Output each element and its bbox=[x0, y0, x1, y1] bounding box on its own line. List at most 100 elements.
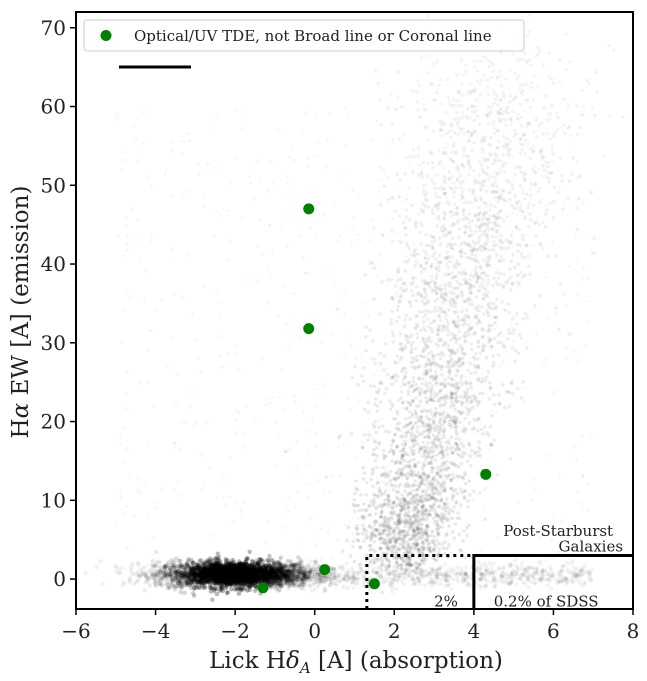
density-cell bbox=[238, 565, 244, 571]
density-cell bbox=[246, 578, 251, 583]
density-cell bbox=[419, 241, 424, 246]
density-cell bbox=[245, 583, 250, 588]
density-cell bbox=[525, 576, 530, 581]
density-cell bbox=[547, 51, 551, 55]
density-cell bbox=[290, 572, 296, 578]
density-cell bbox=[222, 580, 227, 585]
density-cell bbox=[158, 567, 163, 572]
density-cell bbox=[228, 568, 233, 573]
density-cell bbox=[227, 562, 233, 567]
density-cell bbox=[499, 234, 504, 238]
density-cell bbox=[401, 220, 406, 225]
density-cell bbox=[199, 571, 204, 576]
density-cell bbox=[224, 577, 229, 583]
density-cell bbox=[98, 558, 103, 564]
density-cell bbox=[527, 13, 532, 17]
density-cell bbox=[197, 558, 202, 564]
density-cell bbox=[465, 412, 470, 417]
density-cell bbox=[289, 570, 294, 575]
density-cell bbox=[150, 558, 155, 564]
density-cell bbox=[268, 571, 273, 575]
density-cell bbox=[234, 573, 239, 578]
density-cell bbox=[177, 558, 182, 563]
density-cell bbox=[197, 563, 202, 568]
density-cell bbox=[417, 579, 422, 583]
density-cell bbox=[128, 575, 133, 581]
density-cell bbox=[274, 573, 279, 578]
density-cell bbox=[446, 95, 450, 100]
density-cell bbox=[507, 311, 512, 315]
density-cell bbox=[492, 438, 497, 443]
density-cell bbox=[229, 571, 234, 576]
density-cell bbox=[510, 579, 515, 584]
density-cell bbox=[430, 539, 435, 543]
density-cell bbox=[249, 572, 255, 578]
density-cell bbox=[508, 457, 513, 461]
density-cell bbox=[458, 487, 463, 491]
density-cell bbox=[446, 265, 451, 270]
density-cell bbox=[281, 569, 287, 575]
density-cell bbox=[236, 563, 241, 568]
density-cell bbox=[286, 573, 291, 579]
density-cell bbox=[341, 584, 346, 590]
density-cell bbox=[217, 581, 222, 586]
density-cell bbox=[178, 585, 184, 590]
density-cell bbox=[405, 476, 409, 481]
density-cell bbox=[526, 567, 531, 572]
density-cell bbox=[456, 169, 461, 174]
density-cell bbox=[171, 565, 177, 570]
density-cell bbox=[378, 351, 383, 356]
density-cell bbox=[164, 573, 170, 578]
density-cell bbox=[343, 573, 348, 579]
density-cell bbox=[363, 408, 367, 412]
density-cell bbox=[143, 580, 149, 585]
density-cell bbox=[206, 568, 212, 573]
density-cell bbox=[374, 397, 378, 401]
density-cell bbox=[419, 567, 424, 572]
density-cell bbox=[282, 569, 287, 574]
density-cell bbox=[225, 570, 230, 576]
density-cell bbox=[567, 179, 572, 183]
density-cell bbox=[322, 585, 327, 590]
density-cell bbox=[225, 572, 230, 577]
density-cell bbox=[188, 580, 193, 585]
density-cell bbox=[244, 567, 250, 572]
density-cell bbox=[403, 489, 408, 494]
density-cell bbox=[355, 581, 360, 586]
density-cell bbox=[448, 290, 453, 295]
density-cell bbox=[445, 452, 450, 457]
density-cell bbox=[258, 572, 263, 577]
density-cell bbox=[411, 89, 415, 93]
density-cell bbox=[217, 575, 223, 580]
density-cell bbox=[224, 580, 229, 585]
density-cell bbox=[149, 567, 154, 572]
density-cell bbox=[354, 486, 358, 491]
density-cell bbox=[472, 65, 477, 69]
density-cell bbox=[488, 214, 493, 218]
density-cell bbox=[242, 571, 247, 576]
density-cell bbox=[237, 567, 242, 572]
density-cell bbox=[575, 132, 580, 136]
density-cell bbox=[246, 568, 251, 574]
density-cell bbox=[175, 572, 180, 578]
density-cell bbox=[194, 569, 199, 574]
density-cell bbox=[285, 558, 291, 564]
density-cell bbox=[463, 577, 468, 582]
density-cell bbox=[206, 567, 211, 572]
density-cell bbox=[145, 575, 150, 580]
density-cell bbox=[469, 200, 473, 205]
density-cell bbox=[265, 573, 271, 579]
density-cell bbox=[232, 580, 236, 585]
density-cell bbox=[281, 571, 286, 576]
density-cell bbox=[272, 571, 277, 576]
density-cell bbox=[301, 587, 306, 591]
density-cell bbox=[247, 579, 252, 584]
density-cell bbox=[136, 577, 141, 583]
density-cell bbox=[198, 572, 204, 577]
density-cell bbox=[265, 557, 270, 562]
density-cell bbox=[434, 276, 439, 281]
density-cell bbox=[147, 583, 153, 588]
density-cell bbox=[290, 562, 295, 568]
density-cell bbox=[233, 565, 238, 571]
density-cell bbox=[403, 568, 408, 572]
